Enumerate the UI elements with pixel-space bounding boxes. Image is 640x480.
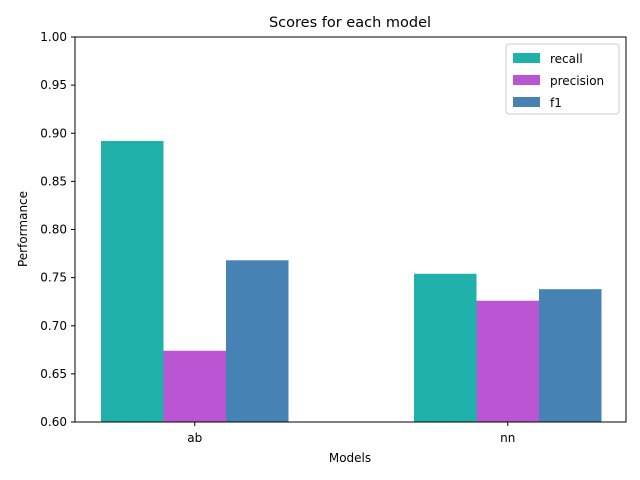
- legend-label-precision: precision: [550, 74, 604, 88]
- x-axis-label: Models: [329, 451, 371, 465]
- bar-precision-ab: [163, 350, 226, 422]
- y-tick-label: 0.95: [40, 78, 67, 92]
- y-tick-label: 0.90: [40, 126, 67, 140]
- bar-f1-nn: [539, 289, 602, 422]
- legend-label-f1: f1: [550, 96, 562, 110]
- y-tick-label: 0.60: [40, 415, 67, 429]
- bar-precision-nn: [476, 300, 539, 422]
- y-tick-label: 0.80: [40, 223, 67, 237]
- y-tick-label: 0.70: [40, 319, 67, 333]
- legend: recall precision f1: [505, 43, 620, 115]
- plot-area: 0.60 0.65 0.70 0.75 0.80 0.85 0.90 0.95 1.00 ab nn: [40, 30, 627, 445]
- y-tick-label: 0.75: [40, 271, 67, 285]
- y-tick-label: 0.65: [40, 367, 67, 381]
- y-tick-label: 0.85: [40, 174, 67, 188]
- bar-recall-ab: [101, 140, 164, 422]
- x-tick-label: ab: [187, 431, 202, 445]
- legend-swatch-f1: [513, 97, 540, 107]
- legend-label-recall: recall: [550, 52, 583, 66]
- y-tick-label: 1.00: [40, 30, 67, 44]
- y-axis-label: Performance: [16, 191, 30, 267]
- bar-recall-nn: [414, 273, 477, 422]
- chart-title: Scores for each model: [269, 15, 431, 31]
- x-tick-label: nn: [500, 431, 515, 445]
- legend-swatch-recall: [513, 53, 540, 63]
- bar-f1-ab: [226, 260, 289, 422]
- legend-swatch-precision: [513, 75, 540, 85]
